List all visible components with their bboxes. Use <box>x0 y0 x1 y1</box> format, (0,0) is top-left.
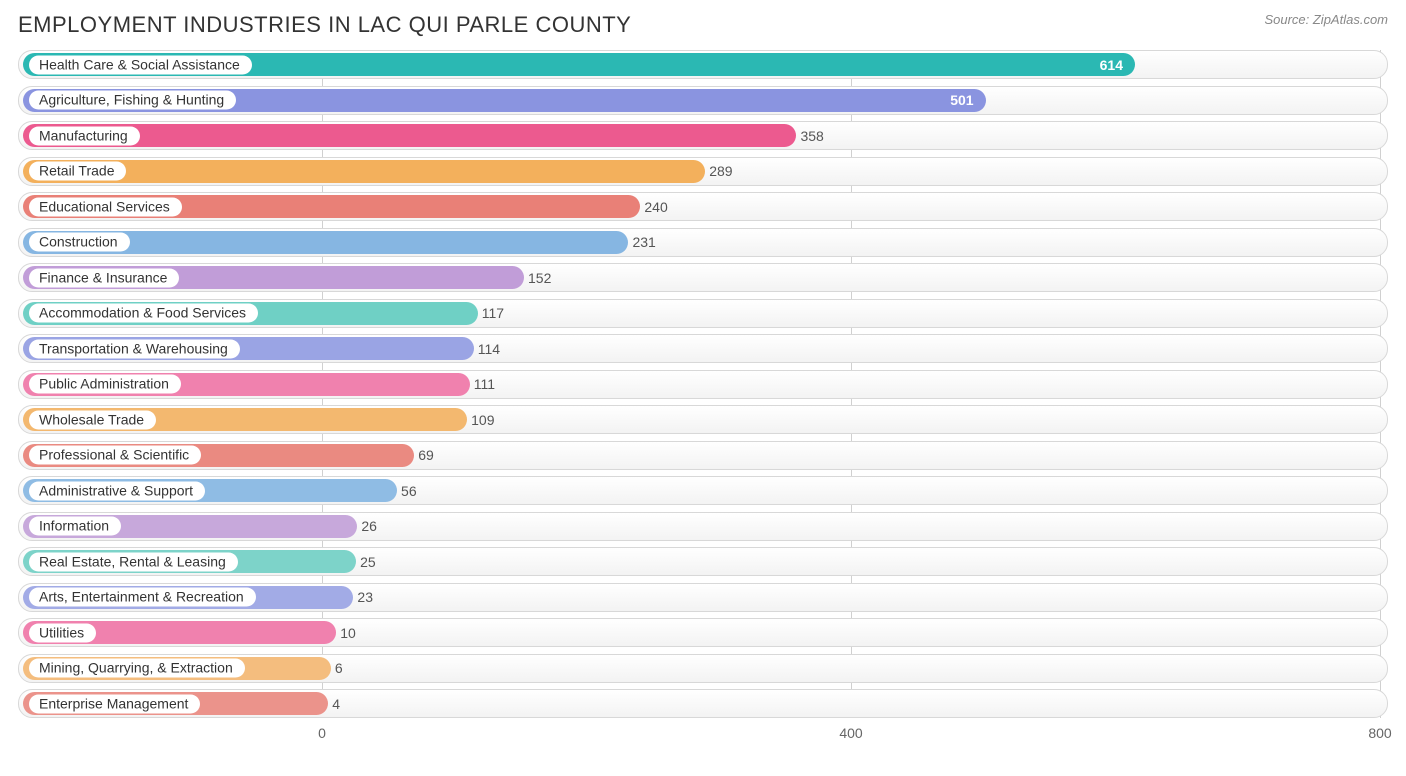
value-label: 152 <box>528 270 551 286</box>
value-label: 4 <box>332 696 340 712</box>
bar: Utilities <box>23 621 336 644</box>
value-label: 25 <box>360 554 376 570</box>
bar: Information <box>23 515 357 538</box>
chart-row: Wholesale Trade 109 <box>18 405 1388 434</box>
value-label: 23 <box>357 589 373 605</box>
category-label: Accommodation & Food Services <box>29 304 258 323</box>
axis-tick-label: 800 <box>1368 725 1391 741</box>
value-label: 56 <box>401 483 417 499</box>
chart-row: Accommodation & Food Services 117 <box>18 299 1388 328</box>
chart-row: Retail Trade 289 <box>18 157 1388 186</box>
category-label: Transportation & Warehousing <box>29 339 240 358</box>
category-label: Manufacturing <box>29 126 140 145</box>
bar: Professional & Scientific <box>23 444 414 467</box>
bar: Public Administration <box>23 373 470 396</box>
category-label: Construction <box>29 233 130 252</box>
bar: Finance & Insurance <box>23 266 524 289</box>
category-label: Public Administration <box>29 375 181 394</box>
value-label: 614 <box>1100 57 1123 73</box>
chart-row: Mining, Quarrying, & Extraction 6 <box>18 654 1388 683</box>
value-label: 26 <box>361 518 377 534</box>
value-label: 231 <box>632 234 655 250</box>
chart-row: Construction 231 <box>18 228 1388 257</box>
bar: Administrative & Support <box>23 479 397 502</box>
chart-row: Agriculture, Fishing & Hunting 501 <box>18 86 1388 115</box>
value-label: 117 <box>482 305 504 321</box>
bar: Accommodation & Food Services <box>23 302 478 325</box>
bar: Arts, Entertainment & Recreation <box>23 586 353 609</box>
chart-row: Transportation & Warehousing 114 <box>18 334 1388 363</box>
bar: Mining, Quarrying, & Extraction <box>23 657 331 680</box>
category-label: Enterprise Management <box>29 694 200 713</box>
value-label: 10 <box>340 625 356 641</box>
category-label: Mining, Quarrying, & Extraction <box>29 659 245 678</box>
bar: Manufacturing <box>23 124 796 147</box>
category-label: Health Care & Social Assistance <box>29 55 252 74</box>
bar: Real Estate, Rental & Leasing <box>23 550 356 573</box>
category-label: Wholesale Trade <box>29 410 156 429</box>
category-label: Retail Trade <box>29 162 126 181</box>
bar: Enterprise Management <box>23 692 328 715</box>
category-label: Arts, Entertainment & Recreation <box>29 588 256 607</box>
chart-row: Administrative & Support 56 <box>18 476 1388 505</box>
value-label: 109 <box>471 412 494 428</box>
category-label: Agriculture, Fishing & Hunting <box>29 91 236 110</box>
chart-row: Manufacturing 358 <box>18 121 1388 150</box>
axis-tick-label: 0 <box>318 725 326 741</box>
page-title: EMPLOYMENT INDUSTRIES IN LAC QUI PARLE C… <box>18 12 631 38</box>
employment-chart: Health Care & Social Assistance 614 Agricu… <box>18 50 1388 745</box>
bar: Agriculture, Fishing & Hunting 501 <box>23 89 986 112</box>
chart-row: Health Care & Social Assistance 614 <box>18 50 1388 79</box>
axis-tick-label: 400 <box>839 725 862 741</box>
category-label: Real Estate, Rental & Leasing <box>29 552 238 571</box>
value-label: 114 <box>478 341 500 357</box>
chart-row: Finance & Insurance 152 <box>18 263 1388 292</box>
chart-row: Educational Services 240 <box>18 192 1388 221</box>
category-label: Information <box>29 517 121 536</box>
category-label: Educational Services <box>29 197 182 216</box>
bar: Wholesale Trade <box>23 408 467 431</box>
value-label: 501 <box>950 92 973 108</box>
category-label: Finance & Insurance <box>29 268 179 287</box>
category-label: Utilities <box>29 623 96 642</box>
bar: Transportation & Warehousing <box>23 337 474 360</box>
bar: Construction <box>23 231 628 254</box>
value-label: 6 <box>335 660 343 676</box>
bar: Educational Services <box>23 195 640 218</box>
chart-row: Information 26 <box>18 512 1388 541</box>
chart-row: Real Estate, Rental & Leasing 25 <box>18 547 1388 576</box>
chart-row: Arts, Entertainment & Recreation 23 <box>18 583 1388 612</box>
value-label: 358 <box>800 128 823 144</box>
chart-row: Public Administration 111 <box>18 370 1388 399</box>
chart-row: Professional & Scientific 69 <box>18 441 1388 470</box>
chart-row: Enterprise Management 4 <box>18 689 1388 718</box>
value-label: 69 <box>418 447 434 463</box>
category-label: Administrative & Support <box>29 481 205 500</box>
value-label: 289 <box>709 163 732 179</box>
category-label: Professional & Scientific <box>29 446 201 465</box>
bar: Health Care & Social Assistance 614 <box>23 53 1135 76</box>
bar: Retail Trade <box>23 160 705 183</box>
chart-row: Utilities 10 <box>18 618 1388 647</box>
value-label: 111 <box>474 376 495 392</box>
value-label: 240 <box>644 199 667 215</box>
source-attribution: Source: ZipAtlas.com <box>1264 12 1388 27</box>
